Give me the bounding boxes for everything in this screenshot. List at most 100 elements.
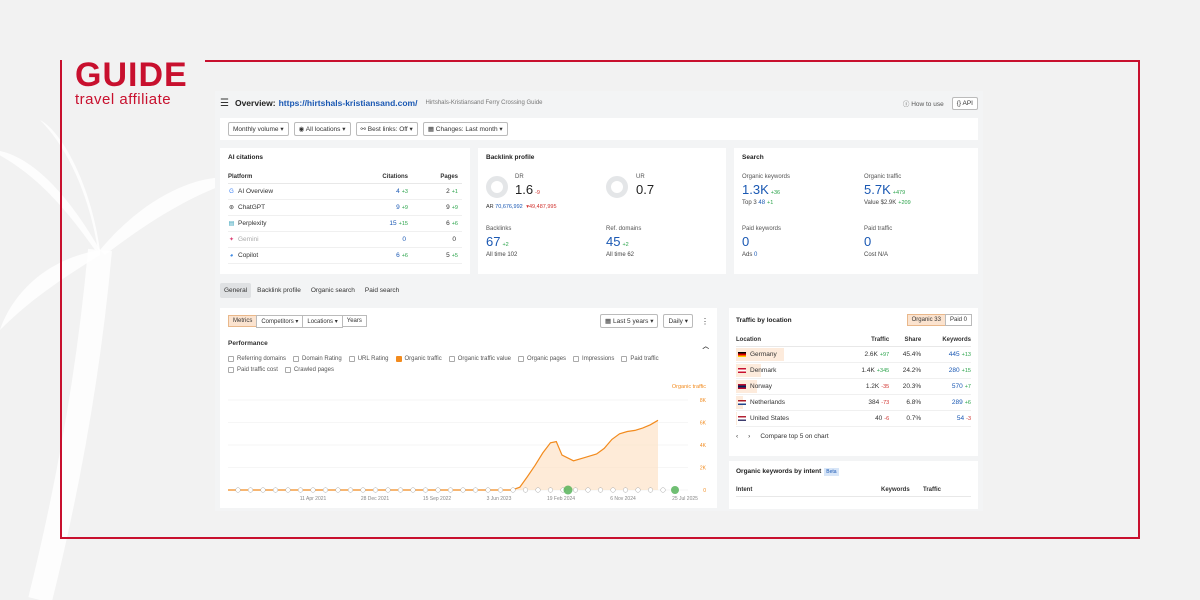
paid-traffic-value[interactable]: 0 <box>864 234 872 249</box>
checkbox-icon <box>573 356 580 362</box>
citations-value[interactable]: 9 <box>396 204 400 211</box>
flag-dk-icon <box>738 367 746 373</box>
metric-checkbox[interactable]: Organic traffic <box>395 356 442 362</box>
how-to-use-link[interactable]: ⓘ How to use <box>903 98 944 108</box>
target-url-link[interactable]: https://hirtshals-kristiansand.com/ <box>278 98 418 108</box>
interval-dropdown[interactable]: Daily ▾ <box>663 314 693 328</box>
paid-traffic-label: Paid traffic <box>864 226 893 232</box>
calendar-icon: ▦ <box>427 126 436 133</box>
metric-checkbox[interactable]: Impressions <box>573 356 614 362</box>
legend-label: Organic traffic <box>672 384 706 390</box>
checkbox-icon <box>448 356 455 362</box>
years-tab[interactable]: Years <box>341 315 367 327</box>
refdomains-value[interactable]: 45 <box>606 234 621 249</box>
organic-keywords-value[interactable]: 1.3K <box>742 182 769 197</box>
paid-keywords-label: Paid keywords <box>742 226 782 232</box>
organic-keywords-label: Organic keywords <box>742 174 791 180</box>
metric-checkbox[interactable]: Referring domains <box>228 356 286 362</box>
location-row[interactable]: Denmark 1.4K +345 24.2% 280 +15 <box>736 362 971 379</box>
changes-dropdown[interactable]: ▦ Changes: Last month ▾ <box>422 122 508 136</box>
location-row[interactable]: Netherlands 384 -73 6.8% 289 +6 <box>736 394 971 411</box>
share-bar <box>736 412 737 425</box>
paid-toggle[interactable]: Paid 0 <box>944 314 972 326</box>
metric-checkbox[interactable]: Crawled pages <box>284 367 334 373</box>
location-name: Norway <box>750 383 773 390</box>
metrics-tab[interactable]: Metrics <box>228 315 258 327</box>
traffic-delta: +97 <box>879 352 890 358</box>
citations-value[interactable]: 15 <box>389 220 397 227</box>
annotation-marker <box>460 487 466 493</box>
volume-dropdown[interactable]: Monthly volume ▾ <box>228 122 289 136</box>
ai-citation-row: ⊛ ChatGPT 9 +9 9 +9 <box>228 199 462 216</box>
backlinks-value[interactable]: 67 <box>486 234 501 249</box>
organic-traffic-label: Organic traffic <box>864 174 902 180</box>
ads-value[interactable]: 0 <box>754 252 758 258</box>
menu-icon[interactable]: ☰ <box>220 97 229 109</box>
metric-checkbox[interactable]: Organic traffic value <box>448 356 511 362</box>
annotation-marker <box>535 487 541 493</box>
pages-value: 2 <box>446 188 450 195</box>
pages-value: 0 <box>452 236 456 243</box>
keywords-value[interactable]: 570 <box>951 383 963 390</box>
checkbox-icon <box>228 356 234 362</box>
traffic-value-label: Value $2.9K <box>864 200 897 206</box>
traffic-value: 40 <box>875 415 883 422</box>
keywords-delta: -3 <box>966 416 971 422</box>
keywords-value[interactable]: 289 <box>951 399 963 406</box>
keywords-value[interactable]: 445 <box>948 351 960 358</box>
compare-top5-link[interactable]: Compare top 5 on chart <box>760 433 829 440</box>
ar-value[interactable]: 70,676,992 <box>495 204 523 210</box>
next-arrow-icon[interactable]: › <box>748 433 751 440</box>
locations-dropdown-chart[interactable]: Locations ▾ <box>302 314 343 328</box>
keywords-value[interactable]: 54 <box>956 415 965 422</box>
citations-value[interactable]: 6 <box>396 252 400 259</box>
dr-donut <box>486 176 508 198</box>
y-tick-label: 6K <box>700 421 707 427</box>
annotation-marker <box>272 487 279 493</box>
keywords-value[interactable]: 280 <box>948 367 960 374</box>
intent-col-intent: Intent <box>736 487 753 493</box>
organic-traffic-value[interactable]: 5.7K <box>864 182 891 197</box>
location-row[interactable]: United States 40 -6 0.7% 54 -3 <box>736 410 971 427</box>
date-range-dropdown[interactable]: ▦ Last 5 years ▾ <box>600 314 659 328</box>
ai-citation-row: G AI Overview 4 +3 2 +1 <box>228 183 462 200</box>
organic-traffic-delta: +479 <box>892 190 906 196</box>
citations-value[interactable]: 4 <box>396 188 400 195</box>
tab-paid-search[interactable]: Paid search <box>364 287 400 294</box>
top3-value[interactable]: 48 <box>758 200 766 206</box>
tab-backlink-profile[interactable]: Backlink profile <box>257 287 301 294</box>
annotation-marker <box>247 487 254 493</box>
metric-checkbox[interactable]: URL Rating <box>348 356 389 362</box>
metric-checkbox[interactable]: Domain Rating <box>293 356 342 362</box>
annotation-marker <box>510 487 516 493</box>
competitors-dropdown[interactable]: Competitors ▾ <box>256 314 304 328</box>
location-row[interactable]: Germany 2.6K +97 45.4% 445 +13 <box>736 346 971 363</box>
collapse-chevron-icon[interactable]: ︿ <box>702 343 710 350</box>
citations-value[interactable]: 0 <box>402 236 406 243</box>
keywords-delta: +6 <box>964 400 971 406</box>
organic-toggle[interactable]: Organic 33 <box>906 314 946 326</box>
dr-value: 1.6 <box>515 182 534 197</box>
annotation-marker <box>397 487 404 493</box>
locations-dropdown[interactable]: ◉ All locations ▾ <box>293 122 351 136</box>
citations-delta: +3 <box>401 189 408 195</box>
chatgpt-icon: ⊛ <box>228 205 235 211</box>
platform-name: AI Overview <box>238 188 274 195</box>
brand-logo: GUIDE travel affiliate <box>75 58 188 108</box>
checkbox-icon <box>293 356 300 362</box>
more-options-icon[interactable]: ⋮ <box>701 316 709 326</box>
prev-arrow-icon[interactable]: ‹ <box>736 433 739 440</box>
api-button[interactable]: {} API <box>951 96 978 110</box>
best-links-dropdown[interactable]: ⚯ Best links: Off ▾ <box>355 122 418 136</box>
annotation-marker <box>585 487 591 493</box>
location-row[interactable]: Norway 1.2K -35 20.3% 570 +7 <box>736 378 971 395</box>
tab-organic-search[interactable]: Organic search <box>310 287 355 294</box>
metric-checkbox[interactable]: Organic pages <box>518 356 566 362</box>
checkbox-icon <box>621 356 628 362</box>
metric-checkbox[interactable]: Paid traffic <box>621 356 659 362</box>
tab-general[interactable]: General <box>220 283 252 298</box>
ahrefs-overview-app: ☰ Overview: https://hirtshals-kristiansa… <box>215 91 983 511</box>
copilot-icon: ◕ <box>229 253 234 259</box>
paid-keywords-value[interactable]: 0 <box>742 234 750 249</box>
metric-checkbox[interactable]: Paid traffic cost <box>228 367 278 373</box>
